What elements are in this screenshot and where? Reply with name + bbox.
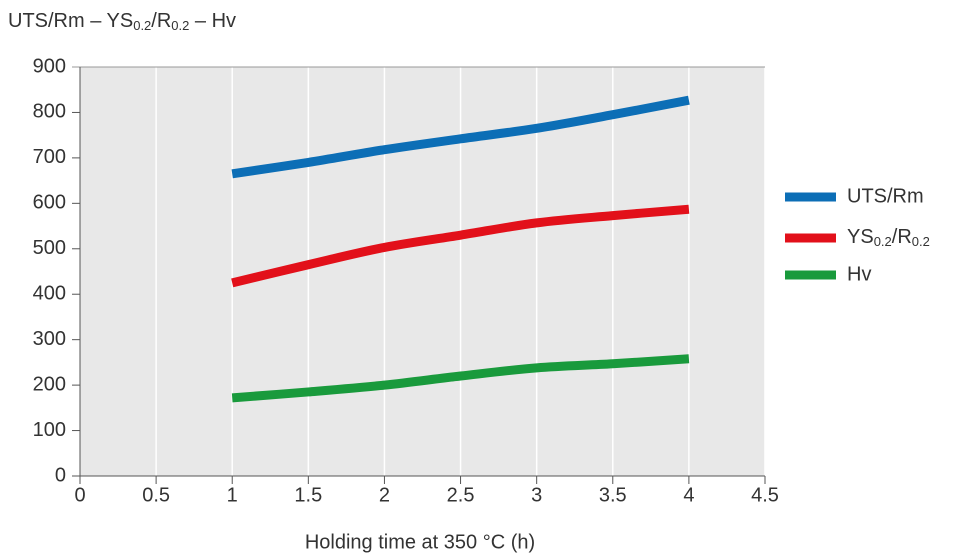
y-tick-label: 300 xyxy=(33,328,66,350)
legend-label: UTS/Rm xyxy=(847,185,924,207)
x-tick-label: 3.5 xyxy=(599,484,627,506)
legend-label: Hv xyxy=(847,263,871,285)
y-tick-label: 200 xyxy=(33,373,66,395)
legend-label: YS0.2/R0.2 xyxy=(847,226,930,249)
y-tick-label: 800 xyxy=(33,101,66,123)
x-tick-label: 1 xyxy=(227,484,238,506)
data-line xyxy=(231,354,690,403)
x-tick-label: 4.5 xyxy=(751,484,779,506)
plot-area xyxy=(80,67,765,476)
y-tick-label: 600 xyxy=(33,192,66,214)
x-tick-label: 4 xyxy=(683,484,694,506)
x-tick-label: 1.5 xyxy=(294,484,322,506)
x-tick-label: 3 xyxy=(531,484,542,506)
x-tick-label: 2.5 xyxy=(447,484,475,506)
y-tick-label: 100 xyxy=(33,419,66,441)
y-tick-label: 900 xyxy=(33,55,66,77)
x-tick-label: 0.5 xyxy=(142,484,170,506)
y-tick-label: 500 xyxy=(33,237,66,259)
y-axis-title: UTS/Rm – YS0.2/R0.2 – Hv xyxy=(8,10,236,33)
x-tick-label: 2 xyxy=(379,484,390,506)
y-tick-label: 400 xyxy=(33,283,66,305)
data-line xyxy=(231,204,690,288)
y-tick-label: 0 xyxy=(55,464,66,486)
data-line xyxy=(231,95,690,179)
x-tick-label: 0 xyxy=(74,484,85,506)
y-tick-label: 700 xyxy=(33,146,66,168)
x-axis-title: Holding time at 350 °C (h) xyxy=(305,531,535,553)
